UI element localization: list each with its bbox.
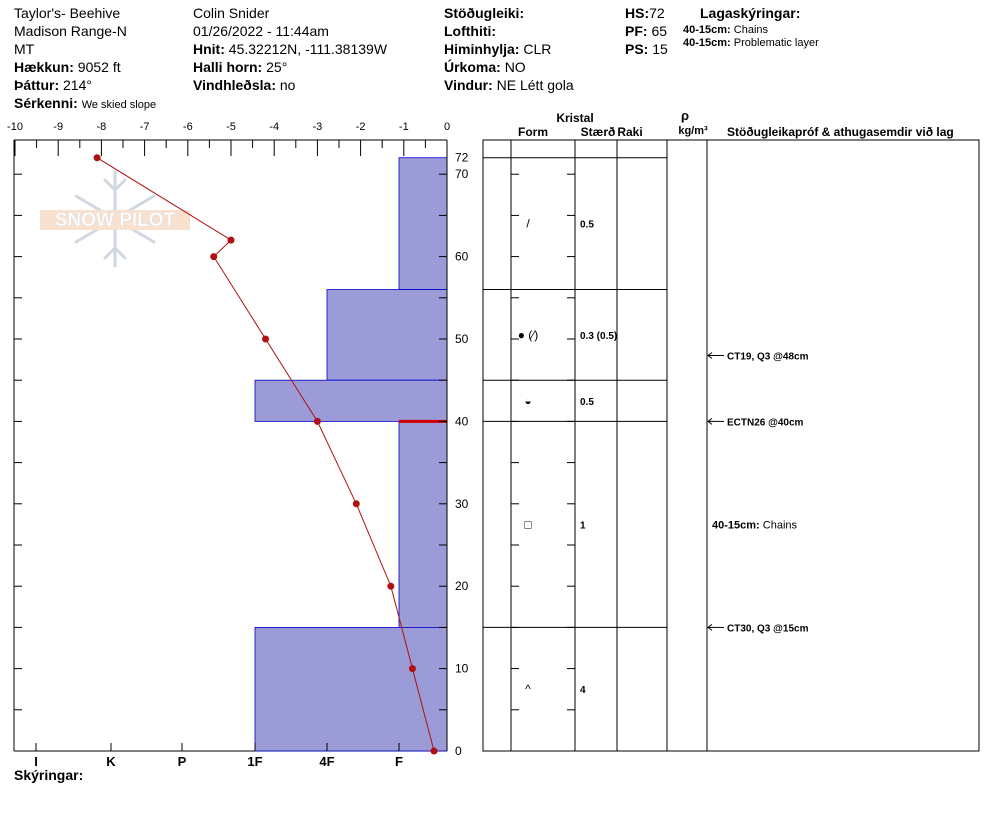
svg-text:SNOW PILOT: SNOW PILOT [55, 210, 176, 231]
temperature-tick-label-6: -4 [269, 121, 279, 133]
height-tick-label-3: 50 [455, 332, 469, 346]
pit-depth-pf: PF: 65 [625, 23, 668, 39]
layer-notes-title: Lagaskýringar: [700, 5, 801, 21]
size-header: Stærð [581, 125, 616, 139]
temperature-tick-label-8: -2 [356, 121, 366, 133]
snowpilot-logo: SNOW PILOT [40, 170, 190, 268]
temperature-tick-label-9: -1 [399, 121, 409, 133]
crystal-size-2: 0.5 [580, 397, 594, 408]
test-arrowhead-0 [707, 352, 713, 359]
crystal-form-0: / [526, 217, 530, 231]
temperature-point-2 [210, 253, 218, 261]
height-tick-label-5: 30 [455, 497, 469, 511]
crystal-size-1: 0.3 (0.5) [580, 331, 617, 342]
coordinates: Hnit: 45.32212N, -111.38139W [193, 41, 388, 57]
hardness-label-4: 4F [319, 754, 334, 769]
stability-label: Stöðugleiki: [444, 5, 525, 21]
temperature-point-7 [408, 665, 416, 673]
elevation: Hækkun: 9052 ft [14, 59, 121, 75]
height-tick-label-8: 0 [455, 744, 462, 758]
tests-header: Stöðugleikapróf & athugasemdir við lag [727, 125, 954, 139]
hardness-label-2: P [178, 754, 187, 769]
hardness-bar-2 [254, 379, 448, 422]
temperature-tick-label-3: -7 [140, 121, 150, 133]
crystal-size-0: 0.5 [580, 220, 594, 231]
range-name: Madison Range-N [14, 23, 127, 39]
temperature-point-6 [387, 582, 395, 590]
hardness-bar-3 [398, 420, 448, 628]
slope-angle: Halli horn: 25° [193, 59, 288, 75]
hardness-label-5: F [395, 754, 403, 769]
crystal-form-1: ● (⁄) [518, 328, 539, 342]
hardness-label-1: K [106, 754, 116, 769]
temperature-point-0 [93, 154, 101, 162]
temperature-point-3 [262, 335, 270, 343]
height-tick-label-2: 60 [455, 250, 469, 264]
hardness-label-0: I [34, 754, 38, 769]
site-notes: Sérkenni: We skied slope [14, 95, 157, 111]
temperature-axis: -10 -9 -8 -7 -6 -5 -4 -3 -2 -1 0 [7, 121, 450, 156]
sky-cover: Himinhylja: CLR [444, 41, 552, 57]
moisture-header: Raki [617, 125, 642, 139]
crystal-header: Kristal [556, 111, 593, 125]
aspect: Þáttur: 214° [14, 77, 92, 93]
layer-comment: 40-15cm: Chains [712, 519, 798, 531]
hardness-axis: I K P 1F 4F F [34, 743, 403, 769]
wind-loading: Vindhleðsla: no [193, 77, 296, 93]
test-arrowhead-2 [707, 624, 713, 631]
height-axis: 72 70 60 50 40 30 20 10 0 [14, 140, 469, 758]
height-tick-label-1: 70 [455, 167, 469, 181]
layer-note-1: 40-15cm: Chains [683, 24, 769, 36]
temperature-profile [93, 154, 438, 755]
temperature-tick-label-7: -3 [313, 121, 323, 133]
hardness-bar-0 [398, 157, 448, 290]
temperature-tick-label-0: -10 [7, 121, 23, 133]
crystal-form-3: □ [524, 517, 531, 531]
crystal-form-4: ^ [525, 682, 531, 696]
temperature-tick-label-10: 0 [444, 121, 450, 133]
height-tick-label-7: 10 [455, 662, 469, 676]
stability-test-0: CT19, Q3 @48cm [727, 351, 809, 362]
rho-header: ρ [681, 108, 689, 123]
hardness-label-3: 1F [247, 754, 262, 769]
temperature-point-8 [430, 747, 438, 755]
temperature-point-5 [352, 500, 360, 508]
form-header: Form [518, 125, 548, 139]
crystal-size-3: 1 [580, 520, 586, 531]
test-arrowhead-1 [707, 417, 713, 425]
density-unit: kg/m³ [678, 125, 708, 137]
hardness-bar-1 [326, 289, 448, 381]
crystal-form-2: ◒ [524, 394, 531, 408]
stability-test-1: ECTN26 @40cm [727, 417, 804, 428]
stability-test-2: CT30, Q3 @15cm [727, 623, 809, 634]
temperature-point-1 [227, 236, 235, 244]
precipitation: Úrkoma: NO [444, 59, 526, 75]
height-tick-label-0: 72 [455, 151, 469, 165]
footer-notes-label: Skýringar: [14, 767, 84, 783]
state-name: MT [14, 41, 35, 57]
height-tick-label-4: 40 [455, 414, 469, 428]
snow-height: HS:72 [625, 5, 665, 21]
temperature-tick-label-1: -9 [53, 121, 63, 133]
layer-note-2: 40-15cm: Problematic layer [683, 37, 819, 49]
crystal-size-4: 4 [580, 685, 586, 696]
layer-table: Kristal Form Stærð Raki ρ kg/m³ Stöðugle… [482, 108, 980, 752]
temperature-tick-label-2: -8 [97, 121, 107, 133]
observation-datetime: 01/26/2022 - 11:44am [193, 23, 329, 39]
wind: Vindur: NE Létt gola [444, 77, 574, 93]
height-tick-label-6: 20 [455, 579, 469, 593]
hardness-bars [254, 157, 448, 752]
temperature-tick-label-4: -6 [183, 121, 193, 133]
hardness-bar-4 [254, 627, 448, 752]
temperature-tick-label-5: -5 [226, 121, 236, 133]
pit-depth-ps: PS: 15 [625, 41, 668, 57]
temperature-point-4 [313, 417, 321, 425]
air-temperature-label: Lofthiti: [444, 23, 497, 39]
location-name: Taylor's- Beehive [14, 5, 121, 21]
observer-name: Colin Snider [193, 5, 270, 21]
